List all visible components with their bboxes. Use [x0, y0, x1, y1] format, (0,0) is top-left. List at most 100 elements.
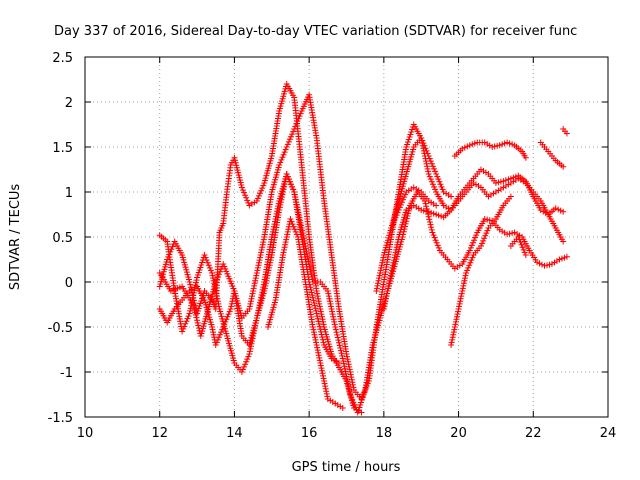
plus-marker: [299, 227, 306, 234]
plus-marker: [315, 298, 322, 305]
plus-marker: [338, 350, 345, 357]
plus-marker: [378, 264, 385, 271]
plus-marker: [297, 110, 304, 117]
plus-marker: [255, 259, 262, 266]
plus-marker: [455, 306, 462, 312]
x-tick-label: 18: [376, 426, 393, 441]
plus-marker: [283, 234, 290, 240]
plus-marker: [281, 246, 288, 253]
plus-marker: [320, 318, 327, 325]
plus-marker: [335, 337, 342, 344]
plus-marker: [292, 123, 299, 130]
plus-marker: [563, 130, 570, 137]
plus-marker: [192, 312, 199, 318]
plus-marker: [483, 230, 490, 237]
plus-marker: [290, 186, 297, 193]
plus-marker: [327, 300, 334, 307]
plus-marker: [179, 328, 186, 335]
plus-marker: [190, 304, 197, 311]
plus-marker: [477, 243, 484, 249]
plus-marker: [314, 315, 321, 322]
plus-marker: [182, 320, 189, 327]
series-track-5: [265, 216, 346, 411]
plus-marker: [324, 393, 331, 400]
plus-marker: [313, 339, 320, 346]
plus-marker: [334, 331, 341, 338]
plus-marker: [239, 187, 246, 194]
plus-marker: [320, 375, 327, 382]
plus-marker: [423, 147, 430, 154]
plus-marker: [282, 146, 289, 153]
x-tick-label: 10: [77, 426, 94, 441]
plus-marker: [316, 357, 323, 364]
plus-marker: [467, 244, 474, 251]
plus-marker: [449, 336, 456, 343]
plus-marker: [269, 231, 276, 238]
plus-marker: [330, 313, 337, 320]
plus-marker: [300, 235, 307, 242]
plus-marker: [251, 280, 258, 287]
plus-marker: [522, 252, 529, 258]
plus-marker: [453, 313, 460, 320]
plus-marker: [317, 360, 324, 366]
plus-marker: [243, 358, 250, 365]
plus-marker: [426, 219, 433, 225]
plus-marker: [297, 217, 304, 224]
plus-marker: [278, 156, 285, 163]
plus-marker: [340, 358, 347, 365]
plus-marker: [387, 275, 394, 282]
plus-marker: [304, 253, 311, 260]
plus-marker: [399, 199, 406, 206]
plus-marker: [244, 197, 251, 204]
plus-marker: [309, 324, 316, 330]
plus-marker: [202, 254, 209, 261]
plus-marker: [319, 316, 326, 323]
plus-marker: [460, 280, 467, 287]
plus-marker: [560, 208, 567, 215]
y-tick-label: 0: [65, 276, 73, 291]
plus-marker: [280, 249, 287, 256]
plus-marker: [435, 176, 442, 183]
plus-marker: [190, 301, 197, 308]
plus-marker: [323, 390, 330, 397]
plus-marker: [389, 262, 396, 269]
plus-marker: [346, 366, 353, 373]
y-tick-label: 0.5: [52, 231, 73, 246]
plus-marker: [296, 212, 303, 219]
plus-marker: [423, 160, 430, 167]
plus-marker: [303, 248, 310, 255]
plus-marker: [293, 199, 300, 206]
plus-marker: [279, 191, 286, 198]
plus-marker: [336, 342, 343, 349]
plus-marker: [263, 277, 270, 284]
plus-marker: [452, 321, 459, 328]
plus-marker: [287, 216, 294, 222]
plus-marker: [317, 308, 324, 315]
plus-marker: [560, 238, 567, 245]
plus-marker: [346, 388, 353, 395]
plus-marker: [314, 290, 321, 297]
plus-marker: [429, 163, 436, 170]
plus-marker: [249, 293, 256, 300]
y-tick-labels: -1.5 -1 -0.5 0 0.5 1 1.5 2 2.5: [48, 51, 73, 426]
plus-marker: [384, 288, 391, 294]
plus-marker: [305, 255, 312, 262]
plus-marker: [312, 305, 319, 312]
plus-marker: [515, 234, 522, 240]
plus-marker: [329, 311, 336, 318]
plus-marker: [315, 295, 322, 302]
plus-marker: [253, 272, 260, 279]
plus-marker: [289, 131, 296, 138]
series-track-9: [451, 139, 529, 161]
plus-marker: [289, 221, 296, 228]
plus-marker: [457, 295, 464, 302]
plus-marker: [332, 326, 339, 333]
plus-marker: [375, 277, 382, 284]
plus-marker: [166, 251, 173, 258]
plus-marker: [340, 360, 347, 367]
plus-marker: [284, 231, 291, 238]
plus-marker: [205, 262, 212, 269]
plus-marker: [255, 262, 262, 269]
plus-marker: [201, 252, 208, 258]
x-tick-label: 14: [226, 426, 243, 441]
